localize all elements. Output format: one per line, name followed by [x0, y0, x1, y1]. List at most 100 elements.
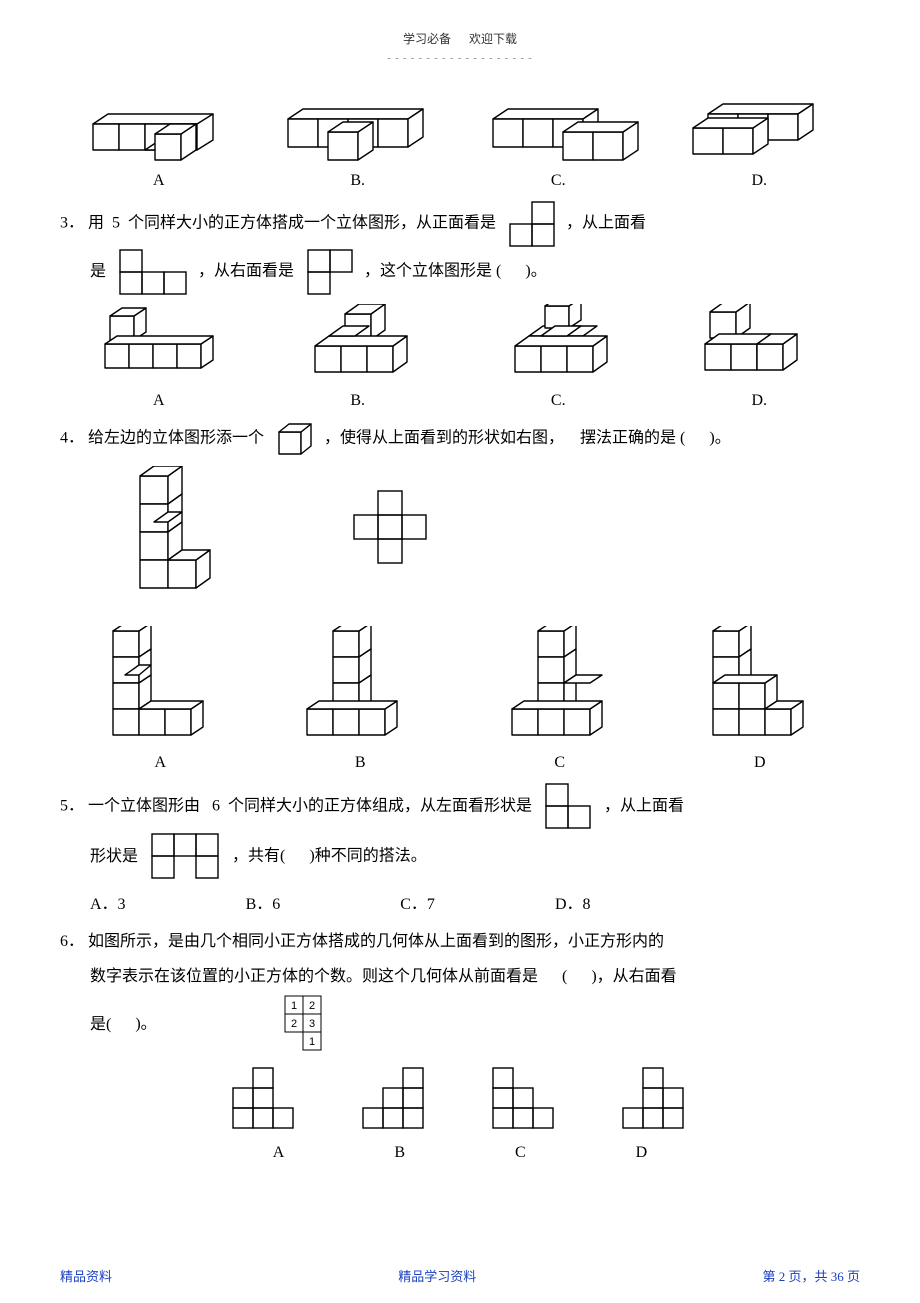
q5-t3: 个同样大小的正方体组成，从左面看形状是 — [228, 798, 532, 815]
q5-t2: 6 — [212, 798, 220, 815]
q6-l2c: )，从右面看 — [591, 968, 676, 985]
q3-label-a: A — [153, 392, 165, 410]
q6-label-d: D — [636, 1144, 648, 1162]
q5-t5: 形状是 — [90, 848, 138, 865]
q4-label-c: C — [554, 754, 565, 772]
q2-opt-a-shape — [83, 94, 233, 164]
q3-t7: ，这个立体图形是 ( — [364, 263, 501, 280]
q6-grid-0-0: 1 — [291, 1000, 297, 1012]
q6-l3a: 是( — [90, 1016, 111, 1033]
q4-opt-d — [693, 626, 823, 746]
q3-t5: 是 — [90, 263, 106, 280]
q5-t7: )种不同的搭法。 — [309, 848, 426, 865]
q3-labels: A B. C. D. — [60, 392, 860, 410]
q6-labels: A B C D — [60, 1144, 860, 1162]
q3-front-view — [506, 200, 556, 248]
q4-t2: ，使得从上面看到的形状如右图， — [324, 430, 564, 447]
q5-t6: ，共有( — [232, 848, 285, 865]
q4-opt-a — [98, 626, 228, 746]
q4-t3: 摆法正确的是 ( — [580, 430, 685, 447]
q3-options — [60, 304, 860, 384]
q5-opt-c: C．7 — [400, 890, 435, 914]
header-dashes: - - - - - - - - - - - - - - - - - - - — [60, 53, 860, 64]
q3-opt-b — [305, 304, 435, 384]
q6: 6． 如图所示，是由几个相同小正方体搭成的几何体从上面看到的图形，小正方形内的 … — [60, 924, 860, 1056]
q6-label-a: A — [273, 1144, 285, 1162]
page: 学习必备 欢迎下载 - - - - - - - - - - - - - - - … — [0, 0, 920, 1303]
q3-t2: 5 — [112, 215, 120, 232]
q4-opt-c — [498, 626, 618, 746]
footer-center: 精品学习资料 — [398, 1266, 476, 1285]
q6-grid-0-1: 2 — [309, 1000, 315, 1012]
q6-num: 6． — [60, 933, 84, 950]
q3-label-d: D. — [751, 392, 767, 410]
q4-t1: 给左边的立体图形添一个 — [88, 430, 264, 447]
q3-num: 3． — [60, 215, 84, 232]
q4-options — [60, 626, 860, 746]
q3-top-view — [116, 248, 188, 296]
footer: 精品资料 精品学习资料 第 2 页，共 36 页 — [60, 1266, 860, 1285]
q6-grid-2-1: 1 — [309, 1036, 315, 1048]
q5-opt-d: D．8 — [555, 890, 591, 914]
q2-label-a: A — [153, 172, 165, 190]
q4-label-a: A — [154, 754, 166, 772]
q4: 4． 给左边的立体图形添一个 ，使得从上面看到的形状如右图， 摆法正确的是 ( … — [60, 420, 860, 458]
q4-labels: A B C D — [60, 754, 860, 772]
q4-single-cube — [274, 420, 314, 458]
footer-right: 第 2 页，共 36 页 — [762, 1266, 860, 1285]
q6-l2a: 数字表示在该位置的小正方体的个数。则这个几何体从前面看是 — [90, 968, 538, 985]
q2-opt-c-shape — [483, 94, 643, 164]
q6-l2b: ( — [562, 968, 567, 985]
q5-left-view — [542, 782, 594, 832]
q5-opt-b: B．6 — [246, 890, 281, 914]
q6-label-b: B — [394, 1144, 405, 1162]
header-left: 学习必备 — [403, 32, 451, 46]
header: 学习必备 欢迎下载 — [60, 30, 860, 47]
q3-t8: )。 — [525, 263, 546, 280]
q5-options: A．3 B．6 C．7 D．8 — [90, 890, 860, 914]
q5-t1: 一个立体图形由 — [88, 798, 200, 815]
q5-top-view — [148, 832, 222, 882]
q4-label-b: B — [355, 754, 366, 772]
q2-opt-b-shape — [278, 94, 438, 164]
q6-opt-c — [485, 1066, 565, 1136]
q4-label-d: D — [754, 754, 766, 772]
q2-label-b: B. — [350, 172, 365, 190]
q3-t6: ，从右面看是 — [198, 263, 294, 280]
q3: 3． 用 5 个同样大小的正方体搭成一个立体图形，从正面看是 ，从上面看 是 ，… — [60, 200, 860, 296]
q6-grid-1-1: 3 — [309, 1018, 315, 1030]
q6-label-c: C — [515, 1144, 526, 1162]
q6-opt-d — [615, 1066, 695, 1136]
q4-num: 4． — [60, 430, 84, 447]
q2-label-c: C. — [551, 172, 566, 190]
q5-num: 5． — [60, 798, 84, 815]
q3-right-view — [304, 248, 354, 296]
header-right: 欢迎下载 — [469, 32, 517, 46]
q4-opt-b — [303, 626, 423, 746]
q6-options — [60, 1066, 860, 1136]
q3-t1: 用 — [88, 215, 104, 232]
q6-grid-1-0: 2 — [291, 1018, 297, 1030]
q5-opt-a: A．3 — [90, 890, 126, 914]
q6-opt-a — [225, 1066, 305, 1136]
footer-left: 精品资料 — [60, 1266, 112, 1285]
q6-l1: 如图所示，是由几个相同小正方体搭成的几何体从上面看到的图形，小正方形内的 — [88, 933, 664, 950]
q2-label-d: D. — [751, 172, 767, 190]
q6-opt-b — [355, 1066, 435, 1136]
q3-label-b: B. — [350, 392, 365, 410]
q5: 5． 一个立体图形由 6 个同样大小的正方体组成，从左面看形状是 ，从上面看 形… — [60, 782, 860, 882]
q3-opt-d — [695, 304, 825, 384]
q5-t4: ，从上面看 — [604, 798, 684, 815]
q3-opt-a — [95, 304, 235, 384]
q2-opt-d-shape — [688, 94, 838, 164]
q6-grid: 1 2 2 3 1 — [281, 994, 329, 1056]
q2-options — [60, 94, 860, 164]
q3-t3: 个同样大小的正方体搭成一个立体图形，从正面看是 — [128, 215, 496, 232]
q3-opt-c — [505, 304, 625, 384]
q3-label-c: C. — [551, 392, 566, 410]
q4-given-right — [350, 486, 430, 596]
q4-given-shapes — [120, 466, 860, 596]
q6-l3b: )。 — [135, 1016, 156, 1033]
q3-t4: ，从上面看 — [566, 215, 646, 232]
q4-t4: )。 — [709, 430, 730, 447]
